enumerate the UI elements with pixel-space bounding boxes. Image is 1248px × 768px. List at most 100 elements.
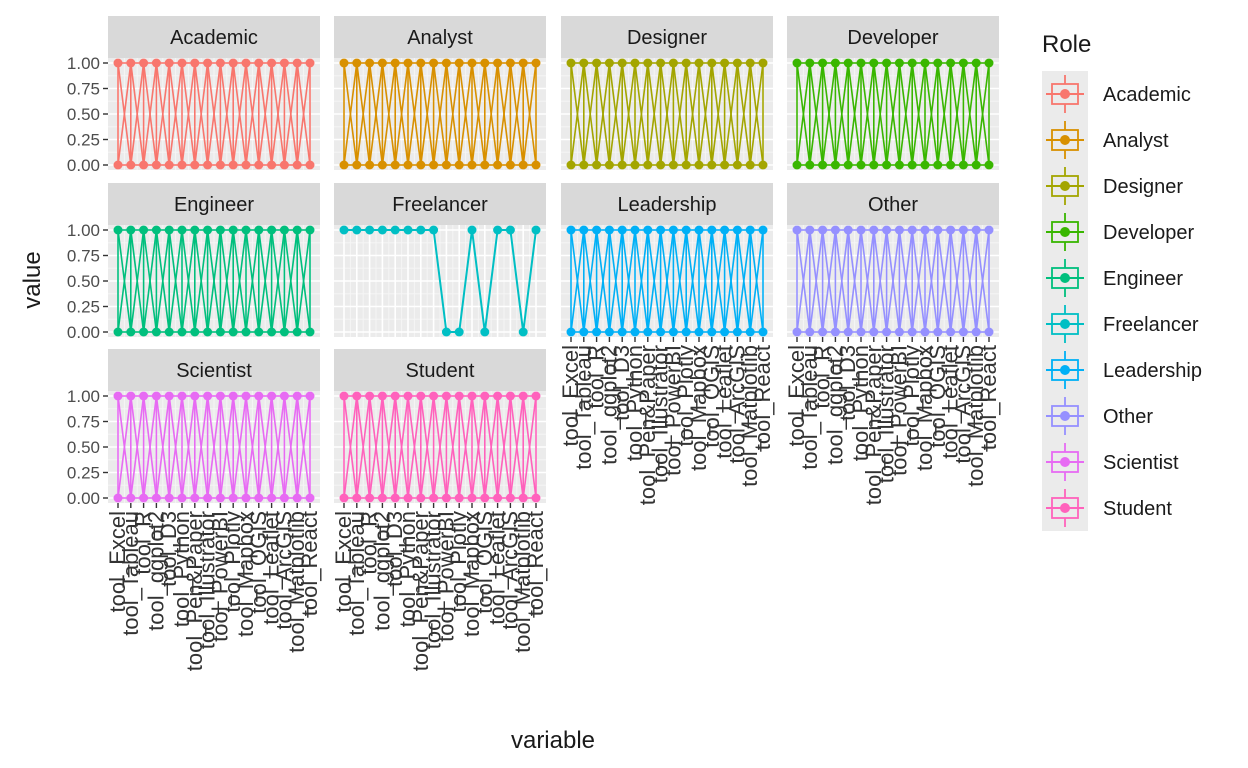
series-line (583, 62, 598, 166)
data-point (113, 493, 123, 503)
data-point (254, 391, 264, 401)
data-point (215, 391, 225, 401)
y-tick-label: 0.75 (67, 413, 100, 432)
data-point (467, 493, 477, 503)
data-point (215, 225, 225, 235)
data-point (856, 225, 866, 235)
data-point (190, 493, 200, 503)
legend-key-point (1060, 411, 1070, 421)
series-line (595, 62, 611, 166)
data-point (254, 327, 264, 337)
facet-strip (787, 183, 999, 225)
data-point (403, 391, 413, 401)
data-point (694, 160, 704, 170)
data-point (668, 160, 678, 170)
data-point (592, 58, 602, 68)
data-point (390, 391, 400, 401)
series-line (296, 395, 311, 499)
data-point (518, 160, 528, 170)
x-tick-label: tool_Python (395, 511, 420, 627)
data-point (694, 58, 704, 68)
data-point (215, 160, 225, 170)
data-point (518, 327, 528, 337)
data-point (656, 58, 666, 68)
series-line (168, 62, 183, 166)
y-tick-label: 0.00 (67, 323, 100, 342)
data-point (843, 225, 853, 235)
data-point (907, 327, 917, 337)
legend-title: Role (1042, 31, 1091, 58)
data-point (907, 225, 917, 235)
data-point (933, 58, 943, 68)
data-point (480, 327, 490, 337)
data-point (113, 327, 123, 337)
series-line (937, 62, 952, 166)
legend-item-student: Student (1042, 485, 1172, 531)
series-line (432, 62, 448, 166)
facet-strip-label: Analyst (407, 27, 473, 49)
legend-key-point (1060, 227, 1070, 237)
series-line (509, 62, 524, 166)
data-point (241, 160, 251, 170)
data-point (946, 225, 956, 235)
data-point (617, 225, 627, 235)
data-point (390, 160, 400, 170)
data-point (126, 58, 136, 68)
series-line (194, 229, 209, 333)
series-line (634, 229, 649, 333)
data-point (617, 327, 627, 337)
data-point (126, 160, 136, 170)
data-point (403, 160, 413, 170)
x-tick-label: tool_Mapbox (459, 511, 484, 637)
x-tick-label: tool_D3 (609, 345, 634, 421)
data-point (732, 327, 742, 337)
data-point (869, 58, 879, 68)
data-point (467, 58, 477, 68)
series-line (860, 229, 875, 333)
data-point (656, 327, 666, 337)
facet-panel-designer: Designer (561, 16, 773, 170)
data-point (279, 225, 289, 235)
data-point (113, 391, 123, 401)
series-line (509, 395, 524, 499)
x-tick-label: tool_Pen&Paper (408, 511, 433, 671)
x-tick-label: tool_Tableau (344, 511, 369, 636)
data-point (339, 58, 349, 68)
data-point (228, 160, 238, 170)
data-point (126, 493, 136, 503)
data-point (643, 225, 653, 235)
data-point (305, 225, 315, 235)
data-point (241, 493, 251, 503)
data-point (894, 160, 904, 170)
series-line (258, 229, 273, 333)
data-point (429, 225, 439, 235)
data-point (267, 58, 277, 68)
legend-item-academic: Academic (1042, 71, 1191, 117)
data-point (339, 391, 349, 401)
series-line (647, 62, 662, 166)
legend-label: Engineer (1103, 268, 1183, 290)
series-line (496, 395, 512, 499)
x-tick-label: tool_Mapbox (233, 511, 258, 637)
data-point (190, 391, 200, 401)
data-point (630, 327, 640, 337)
series-line (821, 62, 837, 166)
series-line (232, 229, 247, 333)
series-line (975, 229, 990, 333)
series-line (142, 62, 158, 166)
data-point (531, 58, 541, 68)
data-point (518, 58, 528, 68)
data-point (352, 58, 362, 68)
x-tick-label: tool_Leaflet (712, 345, 737, 459)
series-line (834, 229, 849, 333)
series-line (206, 395, 222, 499)
data-point (984, 327, 994, 337)
series-line (809, 62, 824, 166)
x-tick-label: tool_Matplotlib (737, 345, 762, 487)
data-point (720, 225, 730, 235)
series-line (117, 395, 132, 499)
data-point (164, 160, 174, 170)
series-line (522, 395, 537, 499)
series-line (484, 395, 499, 499)
